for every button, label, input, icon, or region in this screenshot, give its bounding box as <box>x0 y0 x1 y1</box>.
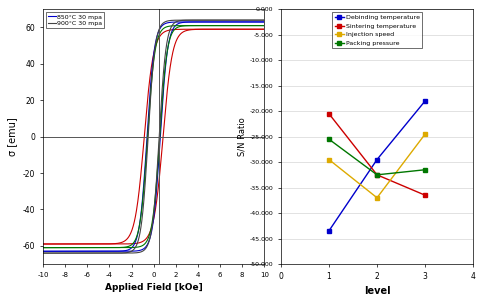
900°C 30 mpa <box>192 18 198 22</box>
900°C 30 mpa <box>40 251 46 255</box>
850°C 30 mpa <box>130 245 135 249</box>
875°C 30 mpa <box>63 246 68 250</box>
850°C 30 mpa <box>138 216 143 220</box>
900°C 30 mpa <box>138 228 143 232</box>
750°C 30 mpa <box>138 177 143 180</box>
750°C 30 mpa <box>192 27 198 31</box>
900°C 30 mpa <box>130 249 135 252</box>
875°C 30 mpa <box>192 24 198 27</box>
750°C 30 mpa <box>213 27 218 31</box>
750°C 30 mpa <box>40 242 46 246</box>
875°C 30 mpa <box>261 24 267 27</box>
Line: 750°C 30 mpa: 750°C 30 mpa <box>43 29 264 244</box>
875°C 30 mpa <box>130 242 135 246</box>
Line: 900°C 30 mpa: 900°C 30 mpa <box>43 20 264 253</box>
750°C 30 mpa <box>261 27 267 31</box>
850°C 30 mpa <box>192 20 198 24</box>
850°C 30 mpa <box>40 249 46 253</box>
900°C 30 mpa <box>217 18 222 22</box>
750°C 30 mpa <box>63 242 68 246</box>
Legend: 850°C 30 mpa, 900°C 30 mpa: 850°C 30 mpa, 900°C 30 mpa <box>46 12 104 28</box>
Y-axis label: σ [emu]: σ [emu] <box>7 117 17 156</box>
850°C 30 mpa <box>63 249 68 253</box>
X-axis label: Applied Field [kOe]: Applied Field [kOe] <box>105 283 203 292</box>
Packing pressure <box>374 173 380 177</box>
900°C 30 mpa <box>261 18 267 22</box>
750°C 30 mpa <box>217 27 222 31</box>
Injection speed <box>374 196 380 200</box>
Line: Packing pressure: Packing pressure <box>326 137 427 177</box>
Line: Sintering temperature: Sintering temperature <box>326 111 427 198</box>
Injection speed <box>326 158 332 161</box>
900°C 30 mpa <box>213 18 218 22</box>
750°C 30 mpa <box>130 227 135 230</box>
875°C 30 mpa <box>138 217 143 221</box>
Sintering temperature <box>326 112 332 115</box>
Line: Debinding temperature: Debinding temperature <box>326 99 427 233</box>
X-axis label: level: level <box>364 286 391 296</box>
Injection speed <box>422 132 428 136</box>
Line: Injection speed: Injection speed <box>326 132 427 200</box>
Sintering temperature <box>422 193 428 197</box>
Packing pressure <box>422 168 428 172</box>
850°C 30 mpa <box>217 20 222 24</box>
900°C 30 mpa <box>63 251 68 255</box>
875°C 30 mpa <box>213 24 218 27</box>
Debinding temperature <box>422 99 428 103</box>
Debinding temperature <box>326 229 332 233</box>
Sintering temperature <box>374 173 380 177</box>
Y-axis label: S/N Ratio: S/N Ratio <box>238 117 247 156</box>
875°C 30 mpa <box>40 246 46 250</box>
875°C 30 mpa <box>217 24 222 27</box>
850°C 30 mpa <box>261 20 267 24</box>
Packing pressure <box>326 137 332 141</box>
Legend: Debinding temperature, Sintering temperature, Injection speed, Packing pressure: Debinding temperature, Sintering tempera… <box>332 12 422 48</box>
Line: 875°C 30 mpa: 875°C 30 mpa <box>43 25 264 248</box>
850°C 30 mpa <box>213 20 218 24</box>
Line: 850°C 30 mpa: 850°C 30 mpa <box>43 22 264 251</box>
Debinding temperature <box>374 158 380 161</box>
